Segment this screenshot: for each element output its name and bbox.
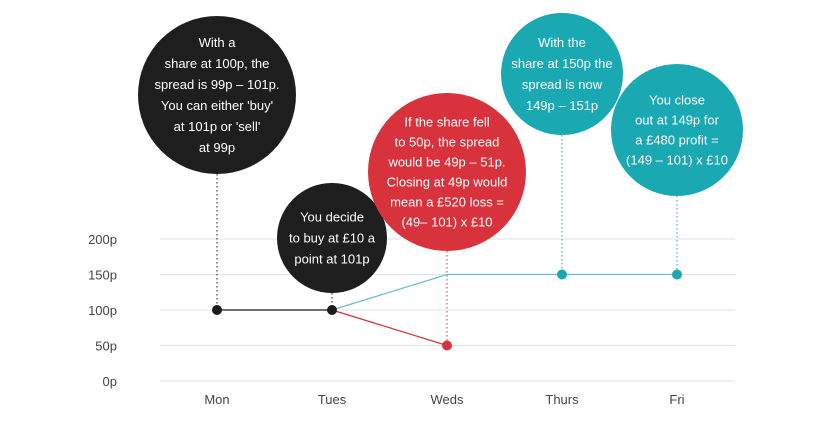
data-point <box>442 340 452 351</box>
x-tick-label: Weds <box>431 392 464 407</box>
callout-text: With the <box>538 35 586 50</box>
callout-bubble <box>368 93 526 251</box>
x-tick-label: Tues <box>318 392 347 407</box>
callout-text: at 99p <box>199 140 235 155</box>
data-point <box>327 305 337 315</box>
callout-text: share at 150p the <box>511 56 612 71</box>
callout-bubble <box>611 64 743 196</box>
series-line <box>331 309 448 347</box>
series-line <box>331 273 677 311</box>
callout-text: out at 149p for <box>635 113 720 128</box>
fri-callout: You close out at 149p for a £480 profit = (… <box>611 64 743 196</box>
data-point <box>212 305 222 315</box>
x-tick-label: Fri <box>669 392 684 407</box>
callout-text: share at 100p, the <box>165 56 270 71</box>
callout-bubble <box>277 183 387 293</box>
y-tick-label: 0p <box>103 374 117 389</box>
tues-callout: You decide to buy at £10 a point at 101p <box>277 183 387 293</box>
callout-text: to 50p, the spread <box>395 135 500 150</box>
weds-callout: If the share fell to 50p, the spread would… <box>368 93 526 251</box>
x-tick-label: Thurs <box>545 392 579 407</box>
callout-text: If the share fell <box>404 115 489 130</box>
y-tick-label: 50p <box>95 339 117 354</box>
callout-text: a £480 profit = <box>635 133 718 148</box>
y-tick-label: 100p <box>88 303 117 318</box>
callout-text: point at 101p <box>294 252 369 267</box>
y-tick-label: 150p <box>88 268 117 283</box>
callout-text: Closing at 49p would <box>387 175 508 190</box>
x-tick-label: Mon <box>204 392 229 407</box>
callout-text: spread is 99p – 101p. <box>154 77 279 92</box>
callout-bubble <box>501 13 623 135</box>
callout-bubble <box>138 16 296 174</box>
callout-text: mean a £520 loss = <box>390 195 504 210</box>
y-tick-label: 200p <box>88 232 117 247</box>
callout-text: With a <box>199 35 237 50</box>
callout-text: (49– 101) x £10 <box>401 215 492 230</box>
callout-text: You can either 'buy' <box>161 98 273 113</box>
callout-text: (149 – 101) x £10 <box>626 153 728 168</box>
callout-text: You close <box>649 93 705 108</box>
data-point <box>672 269 682 280</box>
callout-text: to buy at £10 a <box>289 231 376 246</box>
thurs-callout: With the share at 150p the spread is now 14… <box>501 13 623 135</box>
callout-text: would be 49p – 51p. <box>387 155 505 170</box>
callout-text: You decide <box>300 210 364 225</box>
mon-callout: With a share at 100p, the spread is 99p – … <box>138 16 296 174</box>
callout-text: at 101p or 'sell' <box>174 119 261 134</box>
data-point <box>557 269 567 280</box>
callout-text: 149p – 151p <box>526 98 598 113</box>
callout-text: spread is now <box>522 77 603 92</box>
